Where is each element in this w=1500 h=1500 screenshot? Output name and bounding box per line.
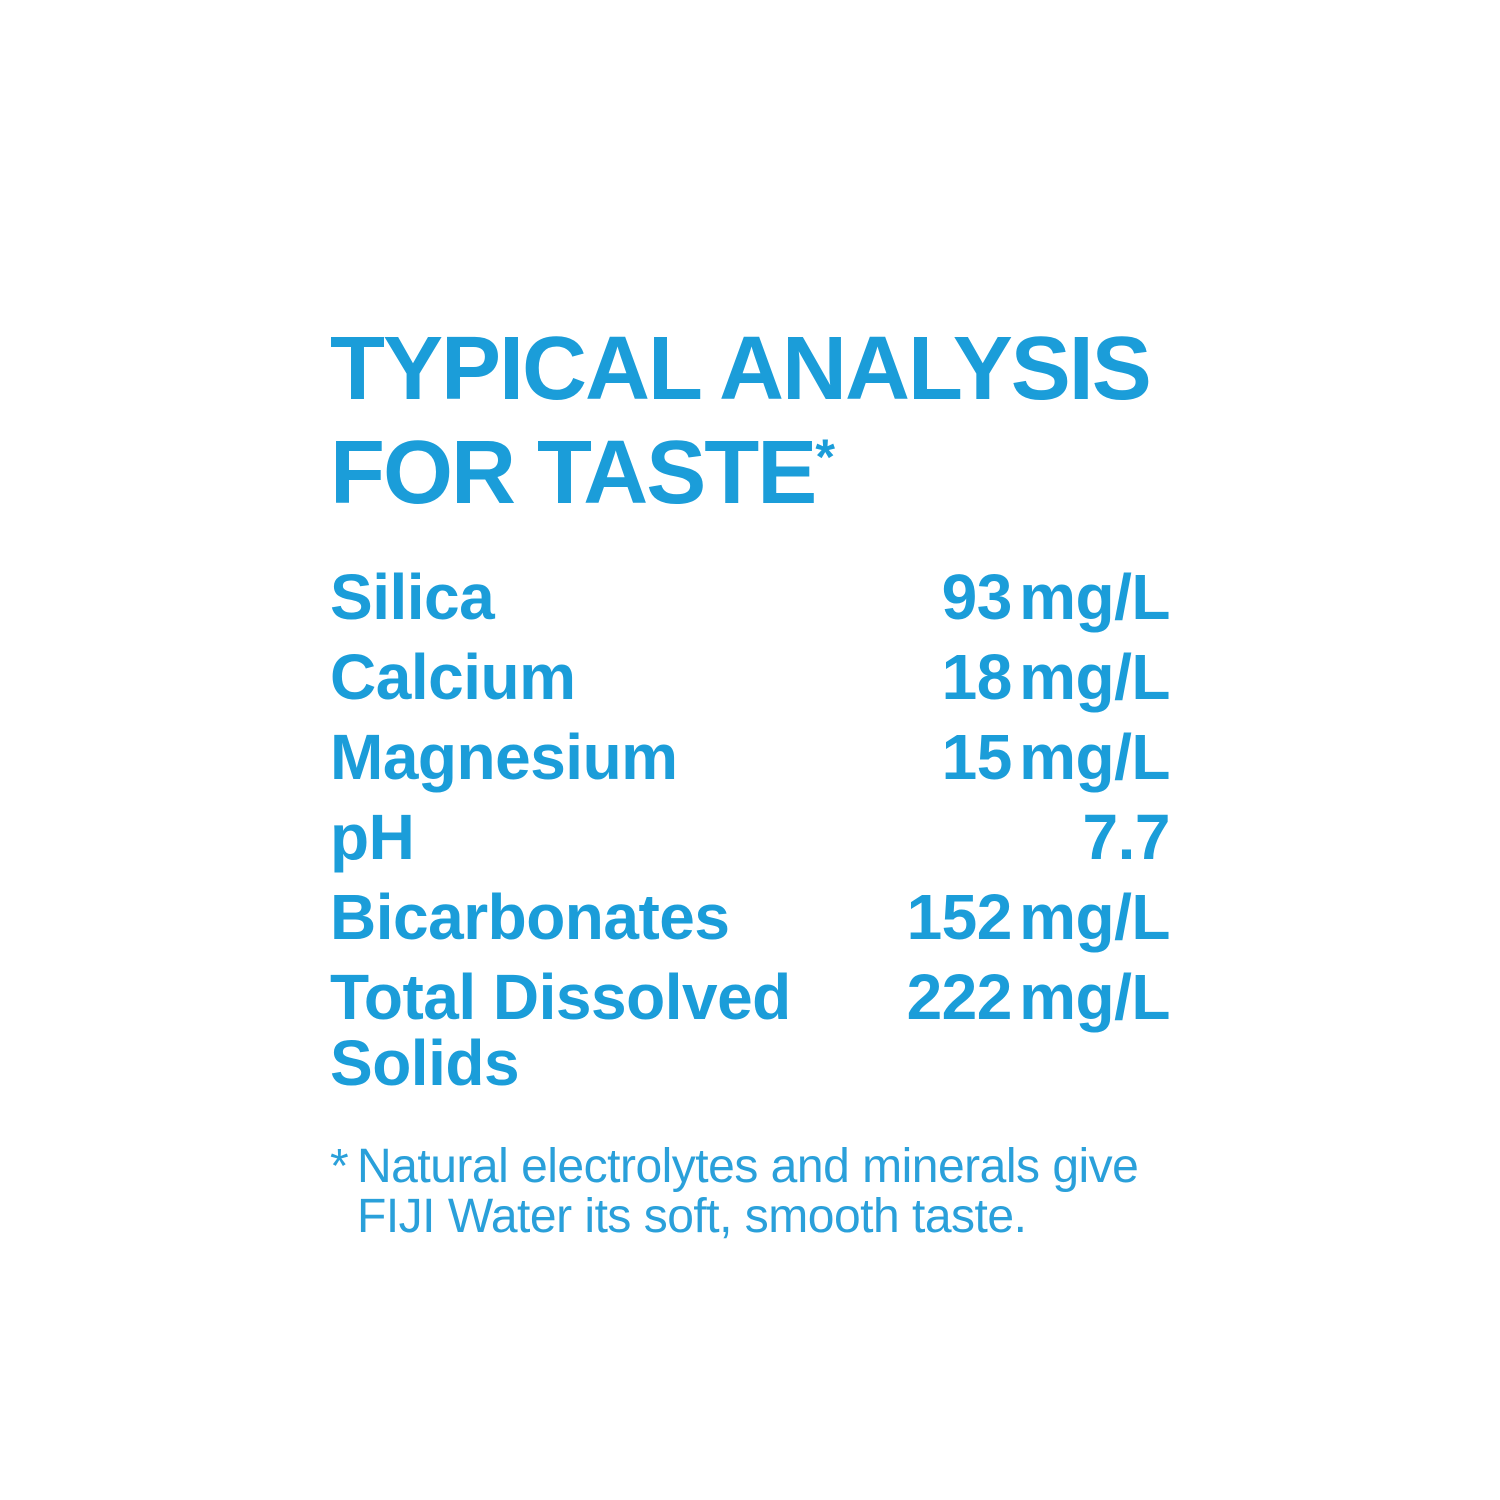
analysis-table: Silica 93 mg/L Calcium 18 mg/L Magnesium… xyxy=(330,561,1171,1100)
page-title: TYPICAL ANALYSIS FOR TASTE* xyxy=(330,324,1170,518)
typical-analysis-panel: TYPICAL ANALYSIS FOR TASTE* Silica 93 mg/… xyxy=(330,324,1171,1242)
table-row: Magnesium 15 mg/L xyxy=(330,721,1171,794)
analyte-value: 18 mg/L xyxy=(941,641,1171,714)
analyte-value: 222 mg/L xyxy=(906,961,1171,1034)
table-row: Calcium 18 mg/L xyxy=(330,641,1171,714)
footnote-asterisk: * xyxy=(330,1140,349,1194)
analyte-label: Silica xyxy=(330,561,495,634)
title-asterisk: * xyxy=(815,428,835,485)
table-row: pH 7.7 xyxy=(330,801,1171,874)
analyte-label: Total Dissolved Solids xyxy=(330,961,791,1100)
analyte-label: pH xyxy=(330,801,415,874)
analyte-label: Magnesium xyxy=(330,721,678,794)
analyte-value: 15 mg/L xyxy=(941,721,1171,794)
table-row: Silica 93 mg/L xyxy=(330,561,1171,634)
analyte-label: Bicarbonates xyxy=(330,881,730,954)
footnote-line-2: FIJI Water its soft, smooth taste. xyxy=(357,1190,1027,1244)
table-row: Bicarbonates 152 mg/L xyxy=(330,881,1171,954)
analyte-label: Calcium xyxy=(330,641,576,714)
footnote: * Natural electrolytes and minerals give F… xyxy=(330,1142,1170,1242)
footnote-line-1: Natural electrolytes and minerals give xyxy=(357,1140,1139,1194)
title-line-2: FOR TASTE xyxy=(330,423,817,524)
title-line-1: TYPICAL ANALYSIS xyxy=(330,319,1152,419)
analyte-value: 93 mg/L xyxy=(941,561,1171,634)
analyte-value: 7.7 xyxy=(1082,801,1171,874)
analyte-value: 152 mg/L xyxy=(906,881,1171,954)
table-row: Total Dissolved Solids 222 mg/L xyxy=(330,961,1171,1100)
